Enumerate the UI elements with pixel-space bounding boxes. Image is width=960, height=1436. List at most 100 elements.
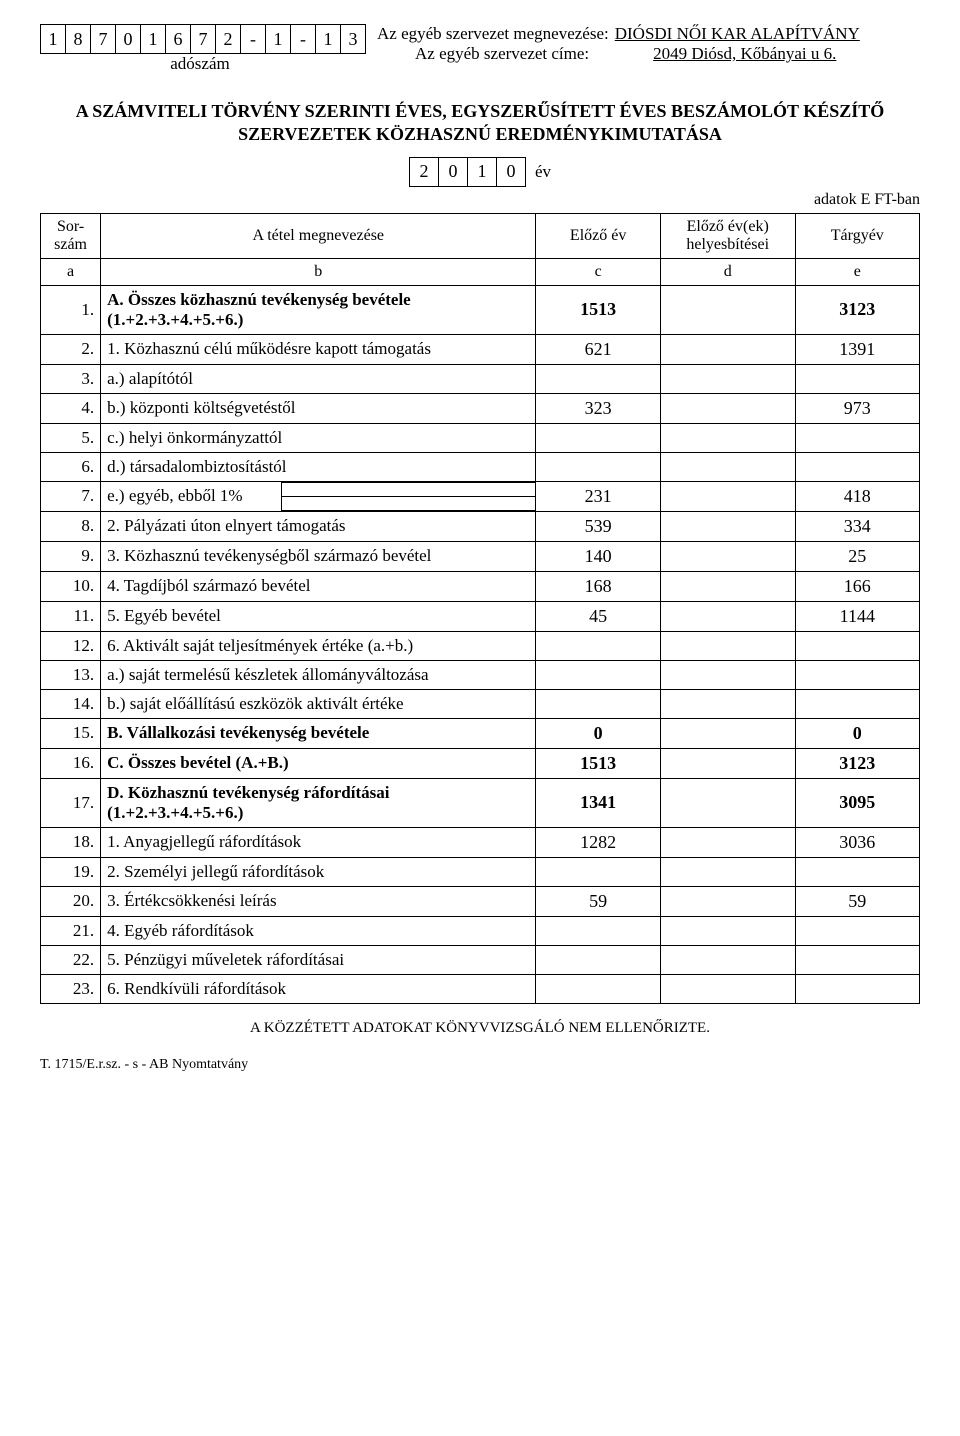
row-prev: 621 [536,334,660,364]
table-row: 14.b.) saját előállítású eszközök aktivá… [41,689,920,718]
row-description: 2. Pályázati úton elnyert támogatás [101,511,536,541]
table-row: 12.6. Aktivált saját teljesítmények érté… [41,631,920,660]
header-block: 18701672-1-13 adószám Az egyéb szervezet… [40,24,920,74]
row-prev [536,857,660,886]
table-row: 11.5. Egyéb bevétel451144 [41,601,920,631]
row-correction [660,718,795,748]
table-row: 17.D. Közhasznú tevékenység ráfordításai… [41,778,920,827]
col-curr: Tárgyév [795,213,919,258]
row-curr: 0 [795,718,919,748]
form-number: T. 1715/E.r.sz. - s - AB Nyomtatvány [40,1057,920,1073]
row-correction [660,364,795,393]
row-description: D. Közhasznú tevékenység ráfordításai (1… [101,778,536,827]
row-curr [795,945,919,974]
row-curr: 59 [795,886,919,916]
year-digit: 0 [438,157,468,187]
row-number: 16. [41,748,101,778]
col-prev: Előző év [536,213,660,258]
row-correction [660,945,795,974]
header-lines: Az egyéb szervezet megnevezése: DIÓSDI N… [377,24,860,64]
row-curr: 1391 [795,334,919,364]
year-cells: 2010 [409,157,525,187]
row-prev [536,364,660,393]
row-description: c.) helyi önkormányzattól [101,423,536,452]
row-description: A. Összes közhasznú tevékenység bevétele… [101,285,536,334]
table-row: 15.B. Vállalkozási tevékenység bevétele0… [41,718,920,748]
row-correction [660,689,795,718]
document-title: A SZÁMVITELI TÖRVÉNY SZERINTI ÉVES, EGYS… [40,100,920,147]
row-prev: 140 [536,541,660,571]
tax-digit: 1 [140,24,166,54]
row-correction [660,511,795,541]
letter-d: d [660,258,795,285]
row-description: d.) társadalombiztosítástól [101,452,536,481]
table-row: 13.a.) saját termelésű készletek állomán… [41,660,920,689]
table-row: 1.A. Összes közhasznú tevékenység bevéte… [41,285,920,334]
row-correction [660,631,795,660]
letter-a: a [41,258,101,285]
row-curr [795,423,919,452]
table-row: 22.5. Pénzügyi műveletek ráfordításai [41,945,920,974]
year-digit: 2 [409,157,439,187]
row-description: b.) saját előállítású eszközök aktivált … [101,689,536,718]
row-description: 5. Egyéb bevétel [101,601,536,631]
row-number: 23. [41,974,101,1003]
row-number: 21. [41,916,101,945]
row-correction [660,452,795,481]
row-correction [660,393,795,423]
row-correction [660,481,795,511]
col-sorszam: Sor- szám [41,213,101,258]
row-correction [660,541,795,571]
row-number: 1. [41,285,101,334]
table-row: 9.3. Közhasznú tevékenységből származó b… [41,541,920,571]
row-correction [660,748,795,778]
tax-digit: 8 [65,24,91,54]
row-curr: 3036 [795,827,919,857]
row-description: 1. Közhasznú célú működésre kapott támog… [101,334,536,364]
row-description: a.) alapítótól [101,364,536,393]
table-row: 4.b.) központi költségvetéstől323973 [41,393,920,423]
year-digit: 0 [496,157,526,187]
row-correction [660,660,795,689]
tax-digit: 6 [165,24,191,54]
row-prev [536,945,660,974]
row-prev: 59 [536,886,660,916]
row-number: 22. [41,945,101,974]
row-curr: 3095 [795,778,919,827]
table-row: 10.4. Tagdíjból származó bevétel168166 [41,571,920,601]
row-prev: 1513 [536,748,660,778]
table-letter-row: a b c d e [41,258,920,285]
org-name-label: Az egyéb szervezet megnevezése: [377,24,609,44]
row-curr: 166 [795,571,919,601]
table-row: 18.1. Anyagjellegű ráfordítások12823036 [41,827,920,857]
row-description: a.) saját termelésű készletek állományvá… [101,660,536,689]
row-number: 12. [41,631,101,660]
tax-digit: 1 [315,24,341,54]
row-description: 6. Aktivált saját teljesítmények értéke … [101,631,536,660]
row-correction [660,571,795,601]
row-correction [660,423,795,452]
row-description: 6. Rendkívüli ráfordítások [101,974,536,1003]
row-number: 6. [41,452,101,481]
tax-digit: 2 [215,24,241,54]
row-number: 10. [41,571,101,601]
table-row: 21.4. Egyéb ráfordítások [41,916,920,945]
row-description: 5. Pénzügyi műveletek ráfordításai [101,945,536,974]
row-prev [536,689,660,718]
row-correction [660,886,795,916]
row-number: 19. [41,857,101,886]
row-number: 20. [41,886,101,916]
row-correction [660,827,795,857]
row-number: 8. [41,511,101,541]
row-correction [660,778,795,827]
row-prev [536,423,660,452]
row-number: 11. [41,601,101,631]
row-prev: 539 [536,511,660,541]
col-corr: Előző év(ek) helyesbítései [660,213,795,258]
auditor-note: A KÖZZÉTETT ADATOKAT KÖNYVVIZSGÁLÓ NEM E… [40,1020,920,1037]
row-description: 4. Tagdíjból származó bevétel [101,571,536,601]
tax-digit: 7 [90,24,116,54]
table-row: 6.d.) társadalombiztosítástól [41,452,920,481]
letter-b: b [101,258,536,285]
table-row: 3.a.) alapítótól [41,364,920,393]
